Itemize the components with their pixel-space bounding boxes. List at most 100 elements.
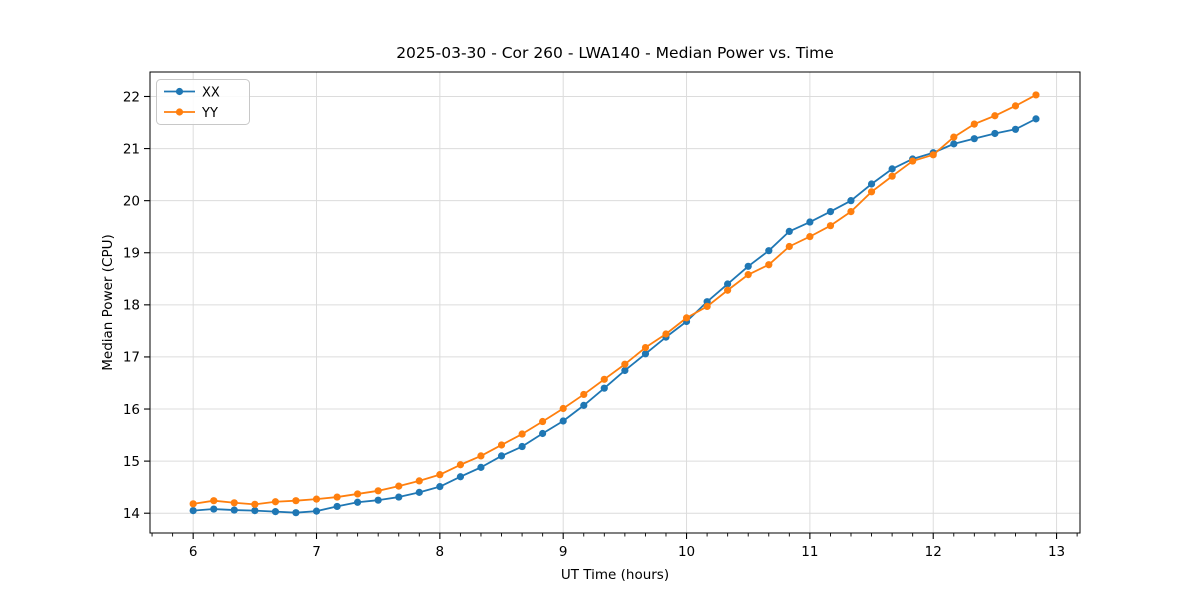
data-point-YY [970,120,978,128]
data-point-YY [847,208,855,216]
y-tick-label: 19 [123,246,140,262]
data-point-XX [312,507,321,515]
data-point-YY [724,286,732,294]
data-point-XX [1032,115,1040,123]
data-point-YY [333,493,341,501]
y-tick-label: 17 [123,350,140,366]
x-tick-label: 8 [436,544,445,560]
x-tick-label: 11 [801,544,818,560]
data-point-YY [662,330,670,338]
data-point-YY [395,482,403,490]
data-point-YY [600,375,608,383]
y-tick-label: 21 [123,141,140,157]
data-point-XX [765,247,773,255]
data-point-XX [374,496,382,504]
data-point-XX [353,498,362,506]
series-XX [189,115,1040,517]
plot-frame [149,71,1081,534]
data-point-YY [436,471,444,479]
data-point-XX [251,507,259,515]
legend-label: YY [201,106,218,121]
x-tick-label: 13 [1048,544,1065,560]
y-tick-label: 15 [123,454,140,470]
data-point-YY [456,461,465,469]
data-point-XX [477,463,485,471]
data-point-YY [929,151,937,159]
y-tick-label: 20 [123,193,140,209]
legend: XX YY [156,79,250,125]
data-point-YY [909,157,917,165]
data-point-YY [312,495,321,503]
data-point-XX [621,366,629,375]
x-axis: 6 7 8 9 10 11 12 13 [151,533,1078,560]
data-point-YY [785,242,793,251]
data-point-XX [436,483,444,491]
data-point-YY [744,271,752,279]
y-tick-label: 22 [123,89,140,105]
data-point-XX [847,197,855,205]
data-point-YY [621,360,629,368]
data-point-XX [724,280,732,288]
data-point-YY [580,390,588,399]
data-point-YY [765,261,773,269]
data-point-XX [806,218,814,226]
data-point-XX [292,509,300,517]
legend-marker-icon [175,87,184,96]
series-line-YY [193,94,1037,506]
data-point-XX [867,180,876,188]
data-point-XX [826,208,835,216]
data-point-XX [189,507,197,515]
data-point-XX [271,508,280,516]
data-point-XX [456,473,465,481]
data-point-XX [641,350,650,358]
y-axis-label: Median Power (CPU) [100,234,116,370]
data-point-XX [600,384,608,392]
data-point-XX [518,442,526,451]
y-tick-label: 16 [123,402,140,418]
data-point-XX [991,129,999,138]
data-point-YY [230,499,238,507]
data-point-YY [641,343,650,352]
data-point-YY [1032,91,1040,99]
data-point-XX [415,488,423,496]
data-point-XX [559,417,567,425]
data-point-YY [559,404,567,413]
data-point-YY [539,417,547,426]
data-point-YY [271,498,280,506]
data-point-YY [374,487,382,495]
data-point-YY [251,500,259,508]
x-tick-label: 10 [678,544,695,560]
data-point-XX [888,165,896,173]
data-point-XX [580,401,588,409]
data-point-YY [353,490,362,498]
series-YY [189,91,1040,508]
data-point-XX [230,506,238,514]
x-tick-label: 6 [189,544,198,560]
data-point-YY [189,500,197,508]
series-line-XX [193,118,1037,514]
data-point-YY [703,302,711,311]
data-point-YY [518,430,526,438]
data-point-XX [785,227,793,235]
y-tick-label: 18 [123,298,140,314]
data-point-YY [950,133,958,141]
data-point-YY [292,497,300,505]
data-point-XX [210,505,218,513]
data-point-YY [867,188,876,196]
data-point-XX [744,262,752,270]
data-point-YY [477,452,485,460]
x-tick-label: 9 [559,544,568,560]
chart-title: 2025-03-30 - Cor 260 - LWA140 - Median P… [396,44,834,62]
data-point-YY [682,314,691,322]
data-point-XX [970,135,978,143]
data-point-XX [333,502,341,511]
data-point-YY [826,222,835,230]
data-point-XX [395,493,403,501]
data-point-YY [1011,102,1020,110]
y-axis: 14 15 16 17 18 19 20 21 22 [123,89,150,522]
y-tick-label: 14 [123,506,140,522]
data-point-XX [1011,125,1020,133]
data-point-YY [888,172,896,180]
